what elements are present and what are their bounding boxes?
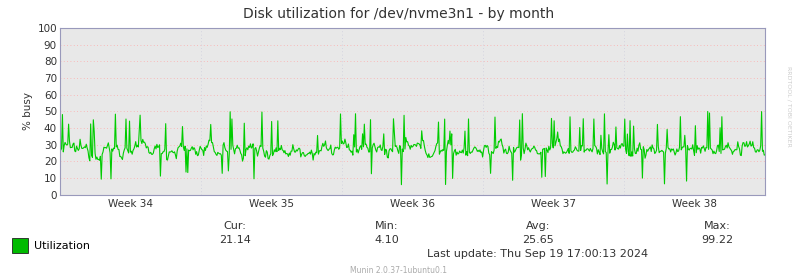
Text: 99.22: 99.22	[701, 235, 733, 245]
Text: Avg:: Avg:	[526, 221, 550, 231]
Y-axis label: % busy: % busy	[23, 92, 33, 130]
Text: Disk utilization for /dev/nvme3n1 - by month: Disk utilization for /dev/nvme3n1 - by m…	[243, 7, 554, 21]
Text: Min:: Min:	[375, 221, 398, 231]
Text: RRDTOOL / TOBI OETIKER: RRDTOOL / TOBI OETIKER	[787, 66, 791, 147]
Text: 21.14: 21.14	[219, 235, 251, 245]
Text: 25.65: 25.65	[522, 235, 554, 245]
Text: Utilization: Utilization	[34, 241, 90, 251]
Text: 4.10: 4.10	[374, 235, 399, 245]
Text: Max:: Max:	[704, 221, 731, 231]
Text: Munin 2.0.37-1ubuntu0.1: Munin 2.0.37-1ubuntu0.1	[350, 266, 447, 275]
Text: Last update: Thu Sep 19 17:00:13 2024: Last update: Thu Sep 19 17:00:13 2024	[427, 249, 649, 259]
Text: Cur:: Cur:	[224, 221, 246, 231]
